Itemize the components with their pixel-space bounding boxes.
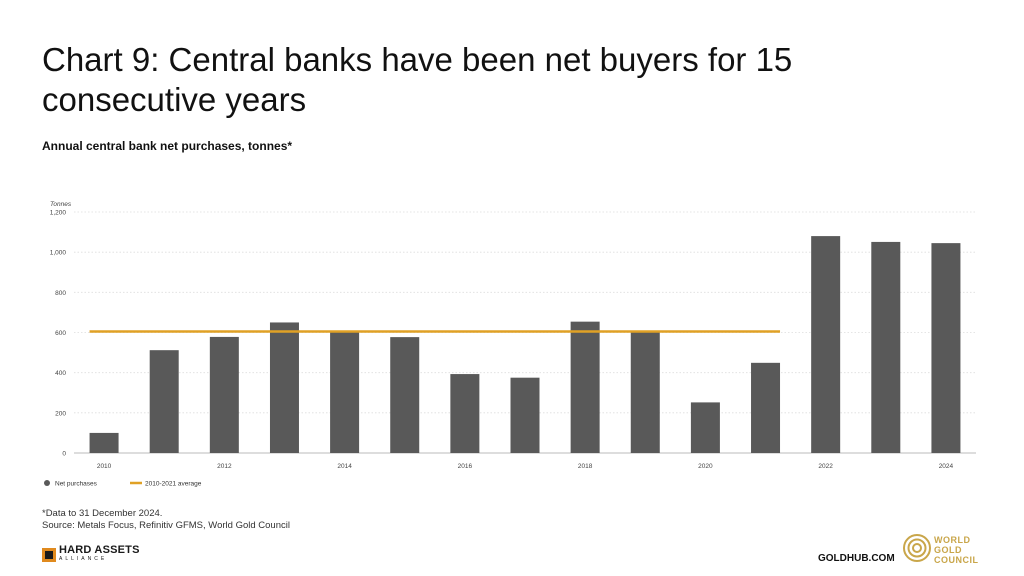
bar-chart: Tonnes 0 200 400 600 800 1,000 1,200 2010 2012 201…: [44, 201, 976, 488]
bar-2011: [149, 350, 179, 453]
x-tick-label: 2022: [818, 463, 833, 470]
hard-assets-name: HARD ASSETS: [59, 544, 140, 556]
bar-2017: [510, 377, 540, 453]
bar-2021: [751, 362, 781, 453]
legend-net-purchases-label: Net purchases: [55, 481, 98, 488]
chart-subtitle: Annual central bank net purchases, tonne…: [42, 139, 293, 153]
bar-2010: [89, 432, 119, 453]
x-tick-label: 2016: [458, 463, 473, 470]
bar-2018: [570, 321, 600, 453]
goldhub-link[interactable]: GOLDHUB.COM: [818, 553, 895, 564]
bar-2022: [811, 236, 841, 453]
hard-assets-tagline: ALLIANCE: [59, 556, 108, 562]
x-tick-label: 2018: [578, 463, 593, 470]
bar-2015: [390, 337, 420, 453]
y-tick-label: 1,200: [50, 210, 67, 217]
hard-assets-logo-icon: [42, 548, 56, 562]
y-tick-label: 600: [55, 330, 66, 337]
legend-average-label: 2010-2021 average: [145, 481, 202, 488]
world-gold-council-logo-icon: [903, 534, 931, 562]
wgc-line-3: COUNCIL: [934, 555, 979, 565]
x-tick-label: 2014: [337, 463, 352, 470]
x-tick-label: 2012: [217, 463, 232, 470]
y-tick-label: 400: [55, 370, 66, 377]
wgc-line-2: GOLD: [934, 545, 962, 555]
x-tick-label: 2020: [698, 463, 713, 470]
chart-title: Chart 9: Central banks have been net buy…: [42, 41, 793, 118]
legend-net-purchases-marker: [44, 480, 50, 486]
bar-2013: [269, 322, 299, 453]
source-note: Source: Metals Focus, Refinitiv GFMS, Wo…: [42, 520, 290, 531]
wgc-line-1: WORLD: [934, 535, 971, 545]
bar-2012: [209, 336, 239, 453]
world-gold-council-logo: WORLD GOLD COUNCIL: [934, 535, 979, 565]
hard-assets-logo[interactable]: HARD ASSETS ALLIANCE: [42, 545, 140, 565]
bar-2019: [630, 331, 660, 453]
x-tick-label: 2010: [97, 463, 112, 470]
bar-2016: [450, 374, 480, 453]
y-tick-label: 800: [55, 290, 66, 297]
y-tick-label: 0: [62, 451, 66, 458]
bar-2014: [330, 332, 360, 453]
bar-2020: [690, 402, 720, 453]
bar-2024: [931, 243, 961, 453]
footnote: *Data to 31 December 2024.: [42, 508, 163, 519]
bar-2023: [871, 241, 901, 453]
y-tick-label: 1,000: [50, 250, 67, 257]
y-axis-unit-label: Tonnes: [50, 201, 72, 208]
x-tick-label: 2024: [939, 463, 954, 470]
y-tick-label: 200: [55, 410, 66, 417]
footnote-block: *Data to 31 December 2024. Source: Metal…: [42, 508, 290, 532]
